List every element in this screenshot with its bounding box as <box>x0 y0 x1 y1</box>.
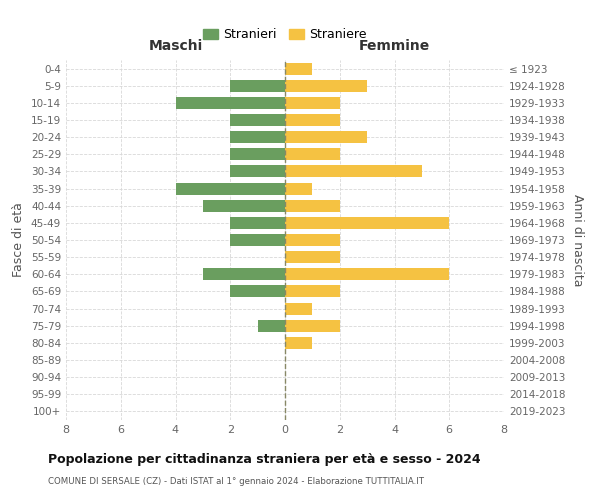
Text: COMUNE DI SERSALE (CZ) - Dati ISTAT al 1° gennaio 2024 - Elaborazione TUTTITALIA: COMUNE DI SERSALE (CZ) - Dati ISTAT al 1… <box>48 478 424 486</box>
Text: Popolazione per cittadinanza straniera per età e sesso - 2024: Popolazione per cittadinanza straniera p… <box>48 452 481 466</box>
Bar <box>285 217 449 229</box>
Bar <box>285 337 313 349</box>
Bar <box>230 166 285 177</box>
Bar <box>285 302 313 314</box>
Bar <box>285 200 340 211</box>
Bar <box>285 148 340 160</box>
Bar <box>230 217 285 229</box>
Text: Femmine: Femmine <box>359 39 430 53</box>
Bar <box>285 182 313 194</box>
Bar <box>176 182 285 194</box>
Bar <box>285 166 422 177</box>
Bar <box>285 286 340 298</box>
Bar <box>285 97 340 109</box>
Bar <box>285 131 367 143</box>
Bar <box>230 286 285 298</box>
Bar <box>176 97 285 109</box>
Y-axis label: Fasce di età: Fasce di età <box>13 202 25 278</box>
Bar <box>203 200 285 211</box>
Bar <box>285 268 449 280</box>
Bar <box>230 131 285 143</box>
Y-axis label: Anni di nascita: Anni di nascita <box>571 194 584 286</box>
Bar <box>285 251 340 263</box>
Bar <box>285 114 340 126</box>
Bar <box>230 114 285 126</box>
Bar <box>230 80 285 92</box>
Bar <box>257 320 285 332</box>
Bar <box>203 268 285 280</box>
Bar <box>230 148 285 160</box>
Bar <box>285 80 367 92</box>
Legend: Stranieri, Straniere: Stranieri, Straniere <box>198 23 372 46</box>
Text: Maschi: Maschi <box>148 39 203 53</box>
Bar <box>230 234 285 246</box>
Bar <box>285 234 340 246</box>
Bar <box>285 320 340 332</box>
Bar <box>285 62 313 74</box>
